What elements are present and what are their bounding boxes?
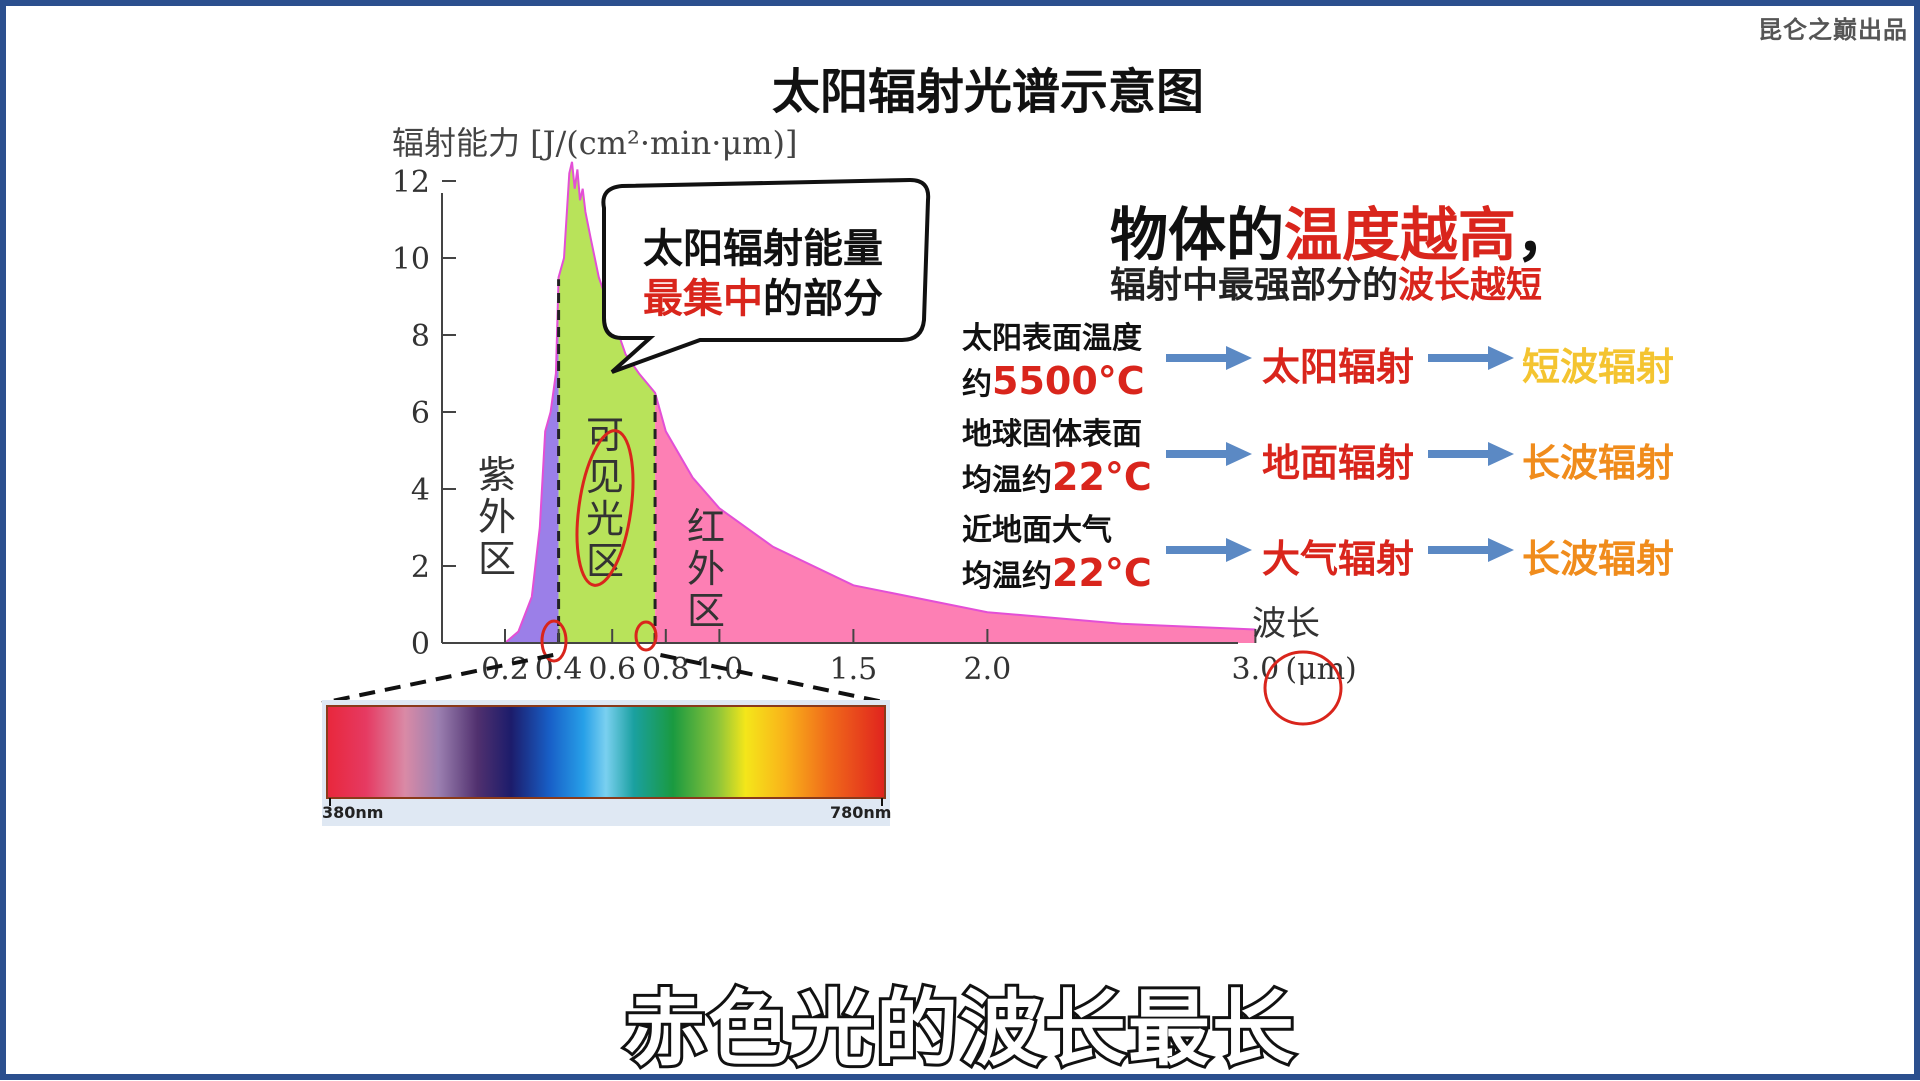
chart-title: 太阳辐射光谱示意图 <box>771 64 1204 120</box>
region-label-infrared: 红外区 <box>687 505 725 633</box>
annotation-circle <box>634 620 658 652</box>
subline-part2: 波长越短 <box>1398 265 1543 306</box>
region-uv-area <box>505 277 559 643</box>
headline: 物体的温度越高， <box>1110 188 1574 272</box>
row-description: 近地面大气 均温约22°C <box>962 510 1152 598</box>
subline-part1: 辐射中最强部分的 <box>1110 265 1399 306</box>
region-label-char: 区 <box>687 589 725 633</box>
region-label-char: 外 <box>687 547 725 591</box>
headline-part2: 温度越高 <box>1284 201 1517 269</box>
y-tick-label: 10 <box>392 242 430 277</box>
wave-type: 长波辐射 <box>1522 441 1675 485</box>
y-tick-label: 2 <box>411 550 430 585</box>
region-label-char: 红 <box>687 505 725 549</box>
callout-bubble <box>601 177 931 374</box>
row-desc-prefix: 均温约 <box>962 559 1052 594</box>
y-tick-label: 0 <box>411 627 430 662</box>
region-label-char: 光 <box>586 497 624 541</box>
spectrum-left-label: 380nm <box>322 803 384 822</box>
headline-part1: 物体的 <box>1110 201 1285 269</box>
row-description: 太阳表面温度 约5500°C <box>962 318 1145 406</box>
y-tick-label: 12 <box>392 165 430 200</box>
watermark: 昆仑之巅出品 <box>1758 16 1908 44</box>
row-desc-line1: 太阳表面温度 <box>962 321 1142 356</box>
y-tick-label: 8 <box>411 319 430 354</box>
arrow-right-icon <box>1428 538 1514 562</box>
zoom-guide-line <box>321 653 554 705</box>
x-tick-label: 1.5 <box>830 652 878 687</box>
region-label-char: 见 <box>586 455 624 499</box>
spectrum-right-label: 780nm <box>830 803 892 822</box>
spectrum-curve-line <box>504 161 1256 644</box>
row-description: 地球固体表面 均温约22°C <box>962 414 1152 502</box>
y-tick-label: 6 <box>411 396 430 431</box>
region-label-char: 外 <box>478 495 516 539</box>
row-temperature: 22°C <box>1052 455 1152 499</box>
arrow-right-icon <box>1166 346 1252 370</box>
y-axis-label: 辐射能力 [J/(cm²·min·μm)] <box>392 124 798 162</box>
region-label-char: 区 <box>478 537 516 581</box>
wave-type: 短波辐射 <box>1522 345 1675 389</box>
subline: 辐射中最强部分的波长越短 <box>1110 256 1542 308</box>
region-label-char: 紫 <box>478 453 516 497</box>
wave-type: 长波辐射 <box>1522 537 1675 581</box>
region-label-uv: 紫外区 <box>478 453 516 581</box>
callout-emphasis: 最集中 <box>643 276 763 322</box>
callout-line1: 太阳辐射能量 <box>643 226 883 272</box>
callout-rest: 的部分 <box>763 276 883 322</box>
annotation-circle <box>540 619 568 663</box>
row-desc-line1: 近地面大气 <box>962 513 1112 548</box>
radiation-kind: 地面辐射 <box>1262 441 1415 485</box>
arrow-right-icon <box>1166 538 1252 562</box>
video-subtitle: 赤色光的波长最长 <box>621 979 1297 1080</box>
x-tick-label: 0.6 <box>588 652 636 687</box>
radiation-kind: 大气辐射 <box>1262 537 1415 581</box>
annotation-circle <box>575 429 635 587</box>
x-axis-label: 波长 <box>1252 604 1320 644</box>
zoom-guide-line <box>660 653 889 705</box>
radiation-row-ground: 地球固体表面 均温约22°C 地面辐射 长波辐射 <box>962 414 1682 504</box>
x-tick-label: 2.0 <box>964 652 1012 687</box>
arrow-right-icon <box>1428 346 1514 370</box>
region-visible-area <box>558 161 656 644</box>
row-desc-prefix: 均温约 <box>962 463 1052 498</box>
row-temperature: 5500°C <box>992 359 1145 403</box>
y-tick-label: 4 <box>411 473 430 508</box>
row-desc-line1: 地球固体表面 <box>962 417 1142 452</box>
callout-line2: 最集中的部分 <box>643 276 883 322</box>
region-infrared-area <box>655 392 1256 643</box>
row-temperature: 22°C <box>1052 551 1152 595</box>
arrow-right-icon <box>1166 442 1252 466</box>
annotation-circle <box>1263 650 1343 726</box>
radiation-row-atmosphere: 近地面大气 均温约22°C 大气辐射 长波辐射 <box>962 510 1682 600</box>
radiation-row-sun: 太阳表面温度 约5500°C 太阳辐射 短波辐射 <box>962 318 1682 408</box>
x-tick-label: 1.0 <box>696 652 744 687</box>
row-desc-prefix: 约 <box>962 367 992 402</box>
headline-part3: ， <box>1516 201 1575 269</box>
radiation-kind: 太阳辐射 <box>1262 345 1415 389</box>
visible-spectrum-bar <box>326 705 886 799</box>
arrow-right-icon <box>1428 442 1514 466</box>
